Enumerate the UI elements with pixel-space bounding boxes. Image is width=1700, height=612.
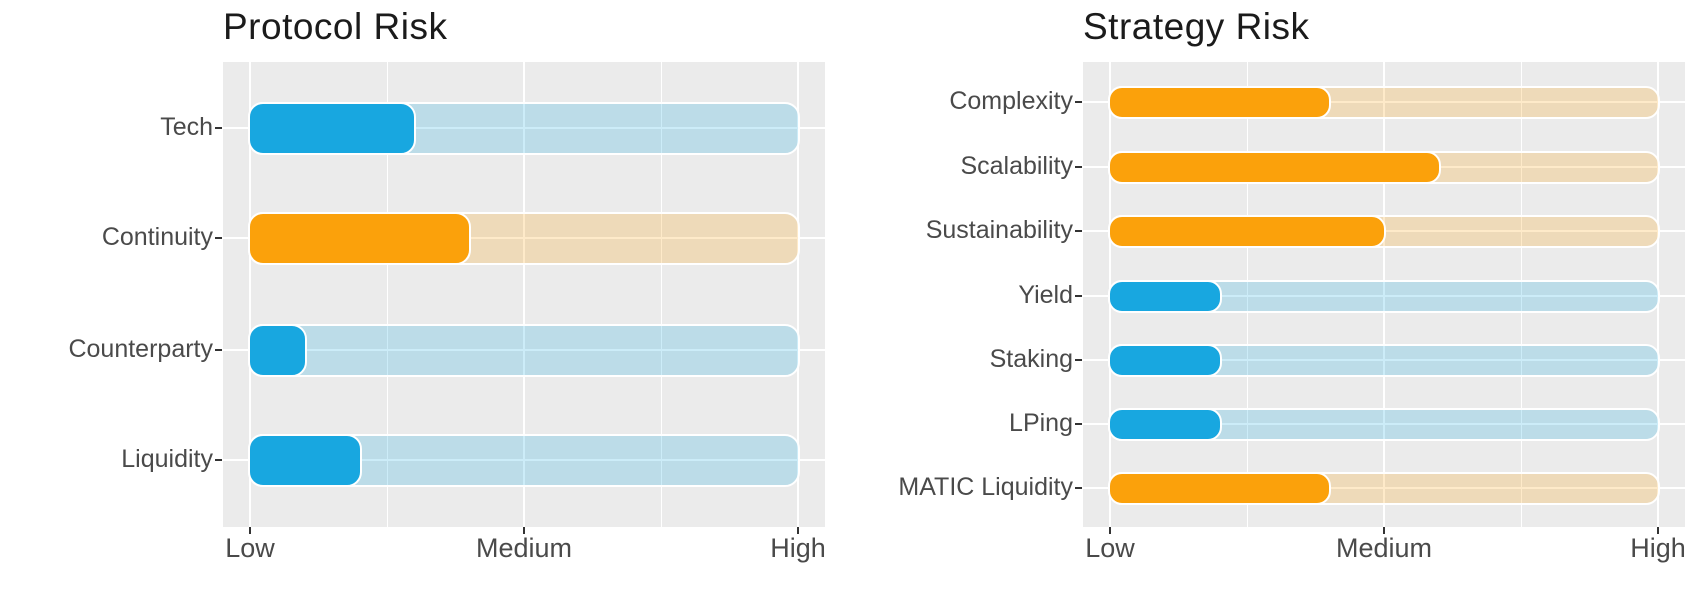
bar-fill-liquidity — [248, 433, 362, 487]
y-axis-label: LPing — [1009, 408, 1073, 437]
y-axis-label: Yield — [1018, 280, 1073, 309]
bar-fill-sustainability — [1108, 214, 1386, 248]
bar-fill-staking — [1108, 343, 1222, 377]
bar-fill-scalability — [1108, 150, 1441, 184]
y-axis-tick — [1075, 487, 1082, 489]
y-axis-label: Scalability — [960, 151, 1073, 180]
x-axis-tick — [1109, 527, 1111, 534]
y-axis-label: Staking — [989, 344, 1073, 373]
y-axis-label: Continuity — [101, 222, 213, 251]
bar-track — [248, 323, 800, 377]
y-axis-tick — [1075, 423, 1082, 425]
x-axis-tick-label: Medium — [475, 533, 573, 563]
bar-fill-matic-liquidity — [1108, 471, 1332, 505]
y-axis-tick — [1075, 295, 1082, 297]
y-axis-tick — [215, 237, 222, 239]
x-axis-tick-label: Low — [225, 533, 275, 563]
y-axis-label: Complexity — [949, 86, 1073, 115]
y-axis-tick — [215, 127, 222, 129]
chart-title-strategy-risk: Strategy Risk — [1083, 6, 1310, 47]
y-axis-label: Sustainability — [925, 215, 1073, 244]
gridline-major-vertical — [249, 62, 251, 527]
x-axis-tick-label: Low — [1085, 533, 1135, 563]
x-axis-tick — [523, 527, 525, 534]
y-axis-label: MATIC Liquidity — [898, 472, 1073, 501]
y-axis-label: Liquidity — [121, 444, 213, 473]
gridline-major-vertical — [1383, 62, 1385, 527]
x-axis-tick — [797, 527, 799, 534]
bar-fill-counterparty — [248, 323, 307, 377]
x-axis-tick-label: High — [770, 533, 826, 563]
x-axis-tick-label: High — [1630, 533, 1686, 563]
y-axis-tick — [1075, 101, 1082, 103]
plot-panel-protocol-risk — [223, 62, 825, 527]
x-axis-tick — [249, 527, 251, 534]
gridline-major-vertical — [523, 62, 525, 527]
bar-fill-lping — [1108, 407, 1222, 441]
bar-fill-complexity — [1108, 85, 1332, 119]
plot-panel-strategy-risk — [1083, 62, 1685, 527]
y-axis-tick — [215, 349, 222, 351]
x-axis-tick — [1657, 527, 1659, 534]
bar-fill-continuity — [248, 211, 472, 265]
bar-fill-tech — [248, 101, 417, 155]
x-axis-tick-label: Medium — [1335, 533, 1433, 563]
chart-title-protocol-risk: Protocol Risk — [223, 6, 448, 47]
y-axis-tick — [1075, 230, 1082, 232]
y-axis-label: Tech — [160, 112, 213, 141]
y-axis-tick — [1075, 166, 1082, 168]
y-axis-label: Counterparty — [68, 334, 213, 363]
gridline-minor-vertical — [387, 62, 388, 527]
gridline-minor-vertical — [661, 62, 662, 527]
gridline-minor-vertical — [1247, 62, 1248, 527]
gridline-major-vertical — [797, 62, 799, 527]
bar-fill-yield — [1108, 279, 1222, 313]
y-axis-tick — [215, 459, 222, 461]
gridline-minor-vertical — [1521, 62, 1522, 527]
x-axis-tick — [1383, 527, 1385, 534]
y-axis-tick — [1075, 359, 1082, 361]
